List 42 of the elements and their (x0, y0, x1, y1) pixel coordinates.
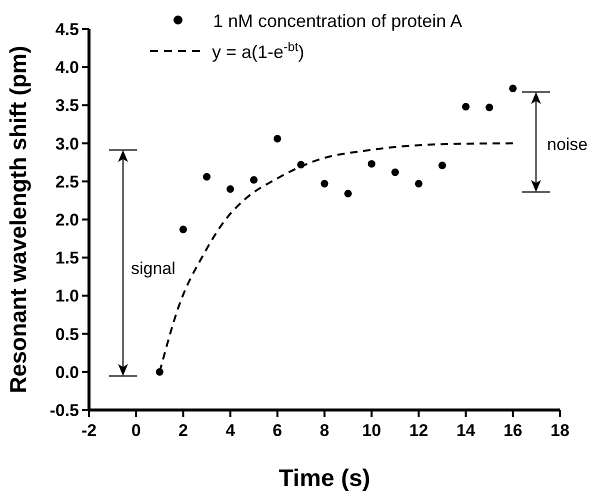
point (391, 168, 399, 176)
point (179, 226, 187, 234)
point (344, 190, 352, 198)
point (509, 84, 517, 92)
y-tick-label: 4.5 (55, 20, 79, 39)
y-tick-label: 2.5 (55, 172, 79, 192)
x-tick-label: -2 (81, 421, 97, 440)
point (274, 134, 282, 143)
x-tick-label: 14 (456, 421, 476, 440)
annotation: noise (547, 135, 588, 154)
point (486, 104, 494, 112)
legend-label: 1 nM concentration of protein A (213, 11, 462, 31)
x-tick-label: 0 (131, 421, 141, 440)
x-tick-label: 6 (272, 421, 282, 440)
point (226, 185, 234, 193)
point (320, 180, 328, 188)
x-axis-title: Time (s) (278, 465, 370, 492)
y-tick-label: 2.0 (55, 210, 79, 230)
x-tick-label: 8 (320, 421, 330, 440)
y-tick-label: -0.5 (50, 401, 79, 420)
point (438, 162, 446, 170)
point (202, 173, 211, 181)
x-tick-label: 18 (550, 421, 570, 440)
x-tick-label: 16 (503, 421, 522, 440)
point (368, 160, 376, 168)
y-tick-label: 0.0 (55, 362, 79, 382)
y-tick-label: 1.5 (55, 248, 79, 268)
y-tick-label: 0.5 (55, 324, 79, 344)
y-tick-label: 3.5 (55, 96, 79, 116)
y-tick-label: 3.0 (55, 134, 79, 154)
annotation: signal (131, 259, 176, 278)
x-tick-label: 2 (178, 421, 188, 440)
x-tick-label: 4 (226, 421, 236, 440)
y-tick-label: 4.0 (55, 58, 79, 78)
y-tick-label: 1.0 (55, 286, 79, 306)
point (414, 180, 422, 188)
x-tick-label: 12 (409, 421, 428, 440)
y-axis-title: Resonant wavelength shift (pm) (5, 46, 31, 394)
point (462, 102, 470, 111)
x-tick-label: 10 (362, 421, 382, 440)
legend-label: y = a(1-e$^{-bt}$) (212, 40, 304, 62)
point (250, 176, 258, 184)
